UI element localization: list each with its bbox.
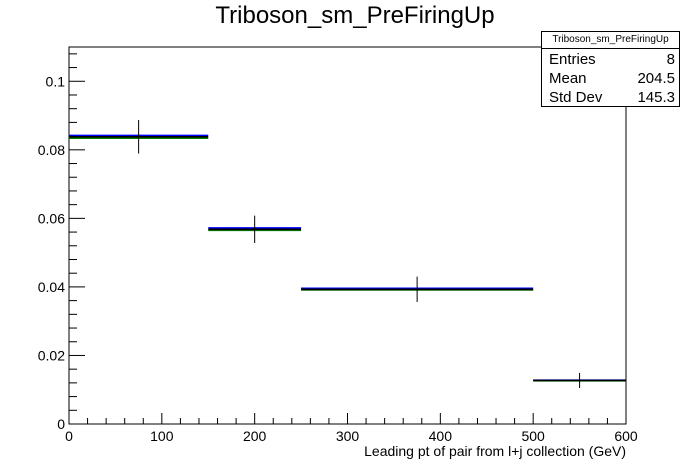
- y-tick-label: 0.1: [46, 73, 66, 89]
- stats-mean-value: 204.5: [637, 70, 675, 87]
- y-tick-label: 0.08: [38, 142, 65, 158]
- x-tick-label: 100: [150, 428, 174, 444]
- stats-entries-row: Entries 8: [549, 50, 675, 70]
- axes: 0 100 200 300 400 500 600 0 0.02 0.04 0.06 0.08 0.1: [38, 53, 638, 444]
- x-tick-label: 400: [429, 428, 453, 444]
- stats-stddev-label: Std Dev: [549, 89, 603, 106]
- x-tick-label: 600: [614, 428, 638, 444]
- y-tick-label: 0: [57, 416, 65, 432]
- error-layer: [138, 120, 581, 389]
- x-tick-label: 200: [243, 428, 267, 444]
- y-tick-label: 0.04: [38, 279, 65, 295]
- stats-stddev-row: Std Dev 145.3: [549, 88, 675, 108]
- series-layer: [69, 134, 626, 382]
- stats-stddev-value: 145.3: [637, 89, 675, 106]
- stats-box: Triboson_sm_PreFiringUp Entries 8 Mean 2…: [541, 31, 680, 107]
- x-axis-label: Leading pt of pair from l+j collection (…: [364, 443, 626, 459]
- stats-entries-label: Entries: [549, 51, 596, 68]
- stats-title: Triboson_sm_PreFiringUp: [542, 32, 679, 49]
- y-tick-label: 0.02: [38, 347, 65, 363]
- x-tick-label: 500: [521, 428, 545, 444]
- x-tick-label: 0: [65, 428, 73, 444]
- x-tick-label: 300: [336, 428, 360, 444]
- chart-title: Triboson_sm_PreFiringUp: [215, 2, 494, 29]
- stats-mean-row: Mean 204.5: [549, 69, 675, 89]
- stats-mean-label: Mean: [549, 70, 587, 87]
- y-tick-label: 0.06: [38, 210, 65, 226]
- stats-entries-value: 8: [666, 51, 675, 68]
